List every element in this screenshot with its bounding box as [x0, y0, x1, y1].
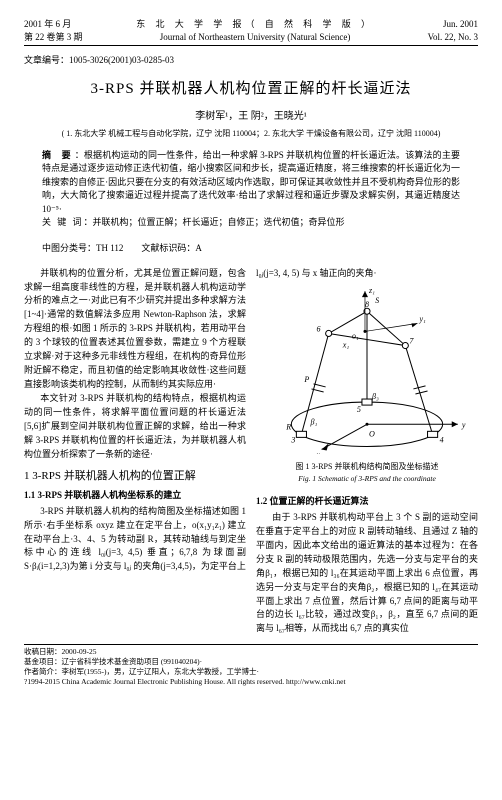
- svg-text:7: 7: [409, 336, 414, 345]
- svg-text:3: 3: [290, 435, 295, 444]
- right-p1: 由于 3-RPS 并联机构动平台上 3 个 S 副的运动空间在垂直于定平台上的对…: [256, 511, 478, 636]
- authors: 李树军¹，王 阴²，王晓光¹: [24, 110, 478, 124]
- svg-text:β₁: β₁: [309, 417, 317, 426]
- author-bio: 作者简介：李树军(1955-)，男，辽宁辽阳人，东北大学教授，工学博士·: [24, 667, 478, 677]
- footer-block: 收稿日期：2000-09-25 基金项目：辽宁省科学技术基金资助项目 (9910…: [24, 647, 478, 686]
- svg-text:8: 8: [365, 300, 369, 309]
- svg-text:z₁: z₁: [368, 286, 375, 295]
- abstract-label: 摘 要: [42, 150, 75, 160]
- svg-text:R: R: [285, 422, 291, 431]
- left-p3: 3-RPS 并联机器人机构的结构简图及坐标描述如图 1 所示·右手坐标系 oxy…: [24, 505, 246, 575]
- journal-name-en: Journal of Northeastern University (Natu…: [83, 31, 428, 44]
- svg-text:β₃: β₃: [371, 392, 379, 401]
- copyright: ?1994-2015 China Academic Journal Electr…: [24, 677, 478, 687]
- clc: 中图分类号：TH 112: [42, 243, 123, 253]
- journal-header: 2001 年 6 月 第 22 卷第 3 期 东 北 大 学 学 报（ 自 然 …: [24, 18, 478, 46]
- keywords-label: 关 键 词: [42, 217, 84, 227]
- left-p2: 本文针对 3-RPS 并联机构的结构特点，根据机构运动的同一性条件，将求解平面位…: [24, 392, 246, 462]
- svg-text:6: 6: [317, 324, 321, 333]
- section-1-1-heading: 1.1 3-RPS 并联机器人机构坐标系的建立: [24, 489, 246, 503]
- fig1-caption-cn: 图 1 3-RPS 并联机构结构简图及坐标描述: [256, 461, 478, 473]
- left-column: 并联机构的位置分析，尤其是位置正解问题，包含求解一组高度非线性的方程，是并联机器…: [24, 267, 246, 637]
- left-p1: 并联机构的位置分析，尤其是位置正解问题，包含求解一组高度非线性的方程，是并联机器…: [24, 267, 246, 392]
- right-p0: l₀ⱼ(j=3, 4, 5) 与 x 轴正向的夹角·: [256, 267, 478, 281]
- svg-text:x₁: x₁: [342, 340, 350, 349]
- paper-title: 3-RPS 并联机器人机构位置正解的杆长逼近法: [24, 79, 478, 100]
- svg-text:y₁: y₁: [418, 314, 426, 323]
- fig1-caption-en: Fig. 1 Schematic of 3-RPS and the coordi…: [256, 473, 478, 485]
- header-date-en: Jun. 2001: [428, 18, 478, 31]
- section-1-heading: 1 3-RPS 并联机器人机构的位置正解: [24, 468, 246, 485]
- section-1-2-heading: 1.2 位置正解的杆长逼近算法: [256, 495, 478, 509]
- journal-name-cn: 东 北 大 学 学 报（ 自 然 科 学 版 ）: [83, 18, 428, 31]
- keywords-body: ：并联机构；位置正解；杆长逼近；自修正；迭代初值；奇异位形: [84, 217, 345, 227]
- svg-text:4: 4: [440, 435, 444, 444]
- svg-text:S: S: [375, 296, 379, 305]
- abstract-block: 摘 要：根据机构运动的同一性条件，给出一种求解 3-RPS 并联机构位置的杆长逼…: [24, 149, 478, 230]
- svg-text:x: x: [316, 450, 321, 454]
- svg-text:y: y: [461, 420, 466, 429]
- abstract-body: ：根据机构运动的同一性条件，给出一种求解 3-RPS 并联机构位置的杆长逼近法。…: [42, 150, 460, 214]
- svg-text:P: P: [303, 374, 309, 383]
- doc-code: 文献标识码：A: [141, 243, 202, 253]
- received-date: 收稿日期：2000-09-25: [24, 647, 478, 657]
- affiliation: ( 1. 东北大学 机械工程与自动化学院，辽宁 沈阳 110004；2. 东北大…: [24, 128, 478, 139]
- svg-text:o₁: o₁: [352, 331, 359, 340]
- header-date-cn: 2001 年 6 月: [24, 18, 83, 31]
- header-vol-cn: 第 22 卷第 3 期: [24, 31, 83, 44]
- body-columns: 并联机构的位置分析，尤其是位置正解问题，包含求解一组高度非线性的方程，是并联机器…: [24, 267, 478, 637]
- classification-row: 中图分类号：TH 112 文献标识码：A: [24, 242, 478, 255]
- figure-1: 8 6 7 S o₁ P 3 4 5 R O x y z₁ y₁ x₁ β₁: [256, 281, 478, 491]
- svg-text:5: 5: [357, 405, 361, 414]
- svg-text:O: O: [369, 429, 375, 438]
- right-column: l₀ⱼ(j=3, 4, 5) 与 x 轴正向的夹角·: [256, 267, 478, 637]
- header-vol-en: Vol. 22, No. 3: [428, 31, 478, 44]
- footer-rule: [24, 644, 478, 645]
- fund-info: 基金项目：辽宁省科学技术基金资助项目 (991040204)·: [24, 657, 478, 667]
- schematic-svg: 8 6 7 S o₁ P 3 4 5 R O x y z₁ y₁ x₁ β₁: [256, 283, 478, 455]
- article-id: 文章编号：1005-3026(2001)03-0285-03: [24, 54, 478, 67]
